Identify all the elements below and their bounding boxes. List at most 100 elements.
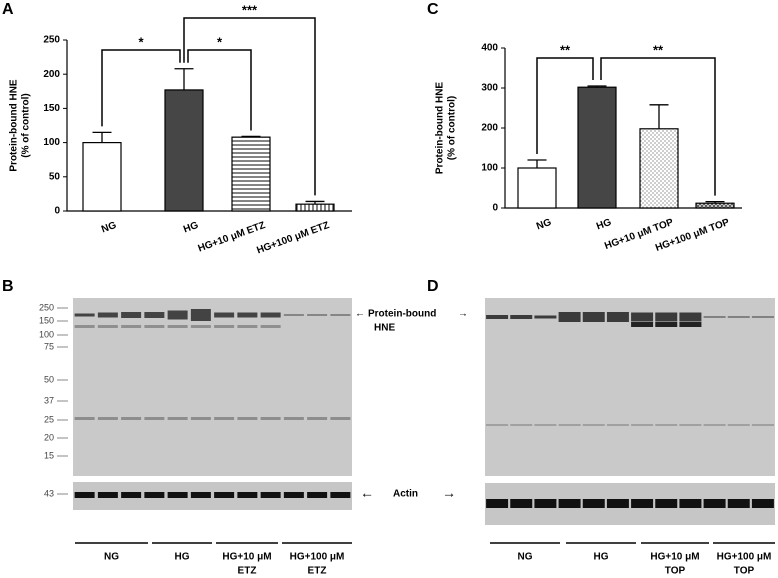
significance-bracket [101, 49, 181, 127]
blot-band [283, 417, 304, 420]
group-label: HG+10 μM [650, 552, 699, 563]
group-label: NG [518, 552, 533, 563]
blot-band [582, 424, 605, 426]
bar [695, 202, 735, 209]
actin-band [190, 492, 211, 498]
actin-band [510, 499, 533, 508]
blot-band [214, 312, 235, 318]
group-label: HG [594, 552, 609, 563]
y-tick-label: 100 [43, 137, 60, 148]
significance-label: ** [653, 42, 664, 57]
blot-band [631, 312, 654, 322]
arrow-right: → [442, 485, 456, 501]
significance-label: ** [560, 42, 571, 57]
group-label: NG [104, 552, 119, 563]
blot-band [486, 315, 509, 319]
actin-band [167, 492, 188, 498]
blot-band [260, 325, 281, 328]
y-tick-label: 300 [481, 83, 498, 94]
panel-label: D [427, 278, 439, 295]
x-tick-label: HG [182, 220, 200, 236]
blot-band [606, 424, 629, 426]
y-tick-label: 0 [54, 206, 60, 217]
hne-label: HNE [374, 323, 395, 334]
actin-band [679, 499, 702, 508]
x-tick-label: NG [535, 217, 553, 233]
significance-label: *** [242, 2, 258, 17]
panel-label: B [2, 278, 14, 295]
blot-band [558, 312, 581, 322]
group-label: TOP [734, 566, 755, 577]
blot-band [606, 312, 629, 322]
actin-band [74, 492, 95, 498]
blot-band [655, 424, 678, 426]
blot-band [727, 424, 750, 426]
mw-marker: 75 [44, 341, 54, 351]
blot-band [190, 325, 211, 328]
mw-marker: 37 [44, 395, 54, 405]
blot-band [679, 424, 702, 426]
y-tick-label: 100 [481, 163, 498, 174]
y-axis-label: (% of control) [21, 93, 32, 157]
actin-label: Actin [393, 489, 418, 500]
blot-band [260, 312, 281, 318]
hne-label: Protein-bound [368, 309, 436, 320]
x-tick-label: NG [100, 220, 118, 236]
group-label: ETZ [308, 566, 327, 577]
x-tick-label: HG [595, 217, 613, 233]
mw-marker: 100 [39, 329, 54, 339]
bar [82, 142, 122, 212]
actin-band [606, 499, 629, 508]
blot-band [679, 322, 702, 327]
blot-band [703, 316, 726, 318]
actin-band [260, 492, 281, 498]
significance-bracket [183, 17, 316, 196]
blot-band [534, 315, 557, 319]
blot-band [74, 417, 95, 420]
blot-band [510, 424, 533, 426]
actin-band [237, 492, 258, 498]
blot-band [727, 316, 750, 318]
actin-band [307, 492, 328, 498]
blot-band [631, 424, 654, 426]
blot-band [167, 325, 188, 328]
blot-band [214, 417, 235, 420]
y-tick-label: 400 [481, 43, 498, 54]
blot-band [703, 424, 726, 426]
blot-band [751, 424, 774, 426]
blot-band [679, 312, 702, 322]
blot-band [751, 316, 774, 318]
actin-band [214, 492, 235, 498]
blot-band [144, 325, 165, 328]
significance-bracket [600, 57, 716, 196]
bar [639, 128, 679, 209]
blot-b-actin [73, 482, 352, 510]
arrow-right: → [458, 309, 468, 320]
bar [577, 86, 617, 209]
actin-band [727, 499, 750, 508]
arrow-left: ← [355, 309, 365, 320]
bar [517, 167, 557, 209]
blot-band [307, 314, 328, 316]
blot-band [237, 417, 258, 420]
blot-band [214, 325, 235, 328]
y-axis-label: Protein-bound HNE [435, 82, 446, 175]
blot-images [73, 298, 775, 525]
blot-band [167, 310, 188, 320]
blot-band [582, 312, 605, 322]
blot-b-upper [73, 298, 352, 476]
blot-band [97, 417, 118, 420]
actin-band [97, 492, 118, 498]
blot-band [144, 417, 165, 420]
blot-band [74, 313, 95, 317]
blot-band [121, 417, 142, 420]
group-label: HG+100 μM [290, 552, 345, 563]
mw-marker: 250 [39, 302, 54, 312]
panel-label: A [2, 1, 14, 18]
mw-marker: 25 [44, 414, 54, 424]
mw-marker: 50 [44, 374, 54, 384]
blot-band [190, 417, 211, 420]
actin-band [582, 499, 605, 508]
arrow-left: ← [360, 485, 374, 501]
